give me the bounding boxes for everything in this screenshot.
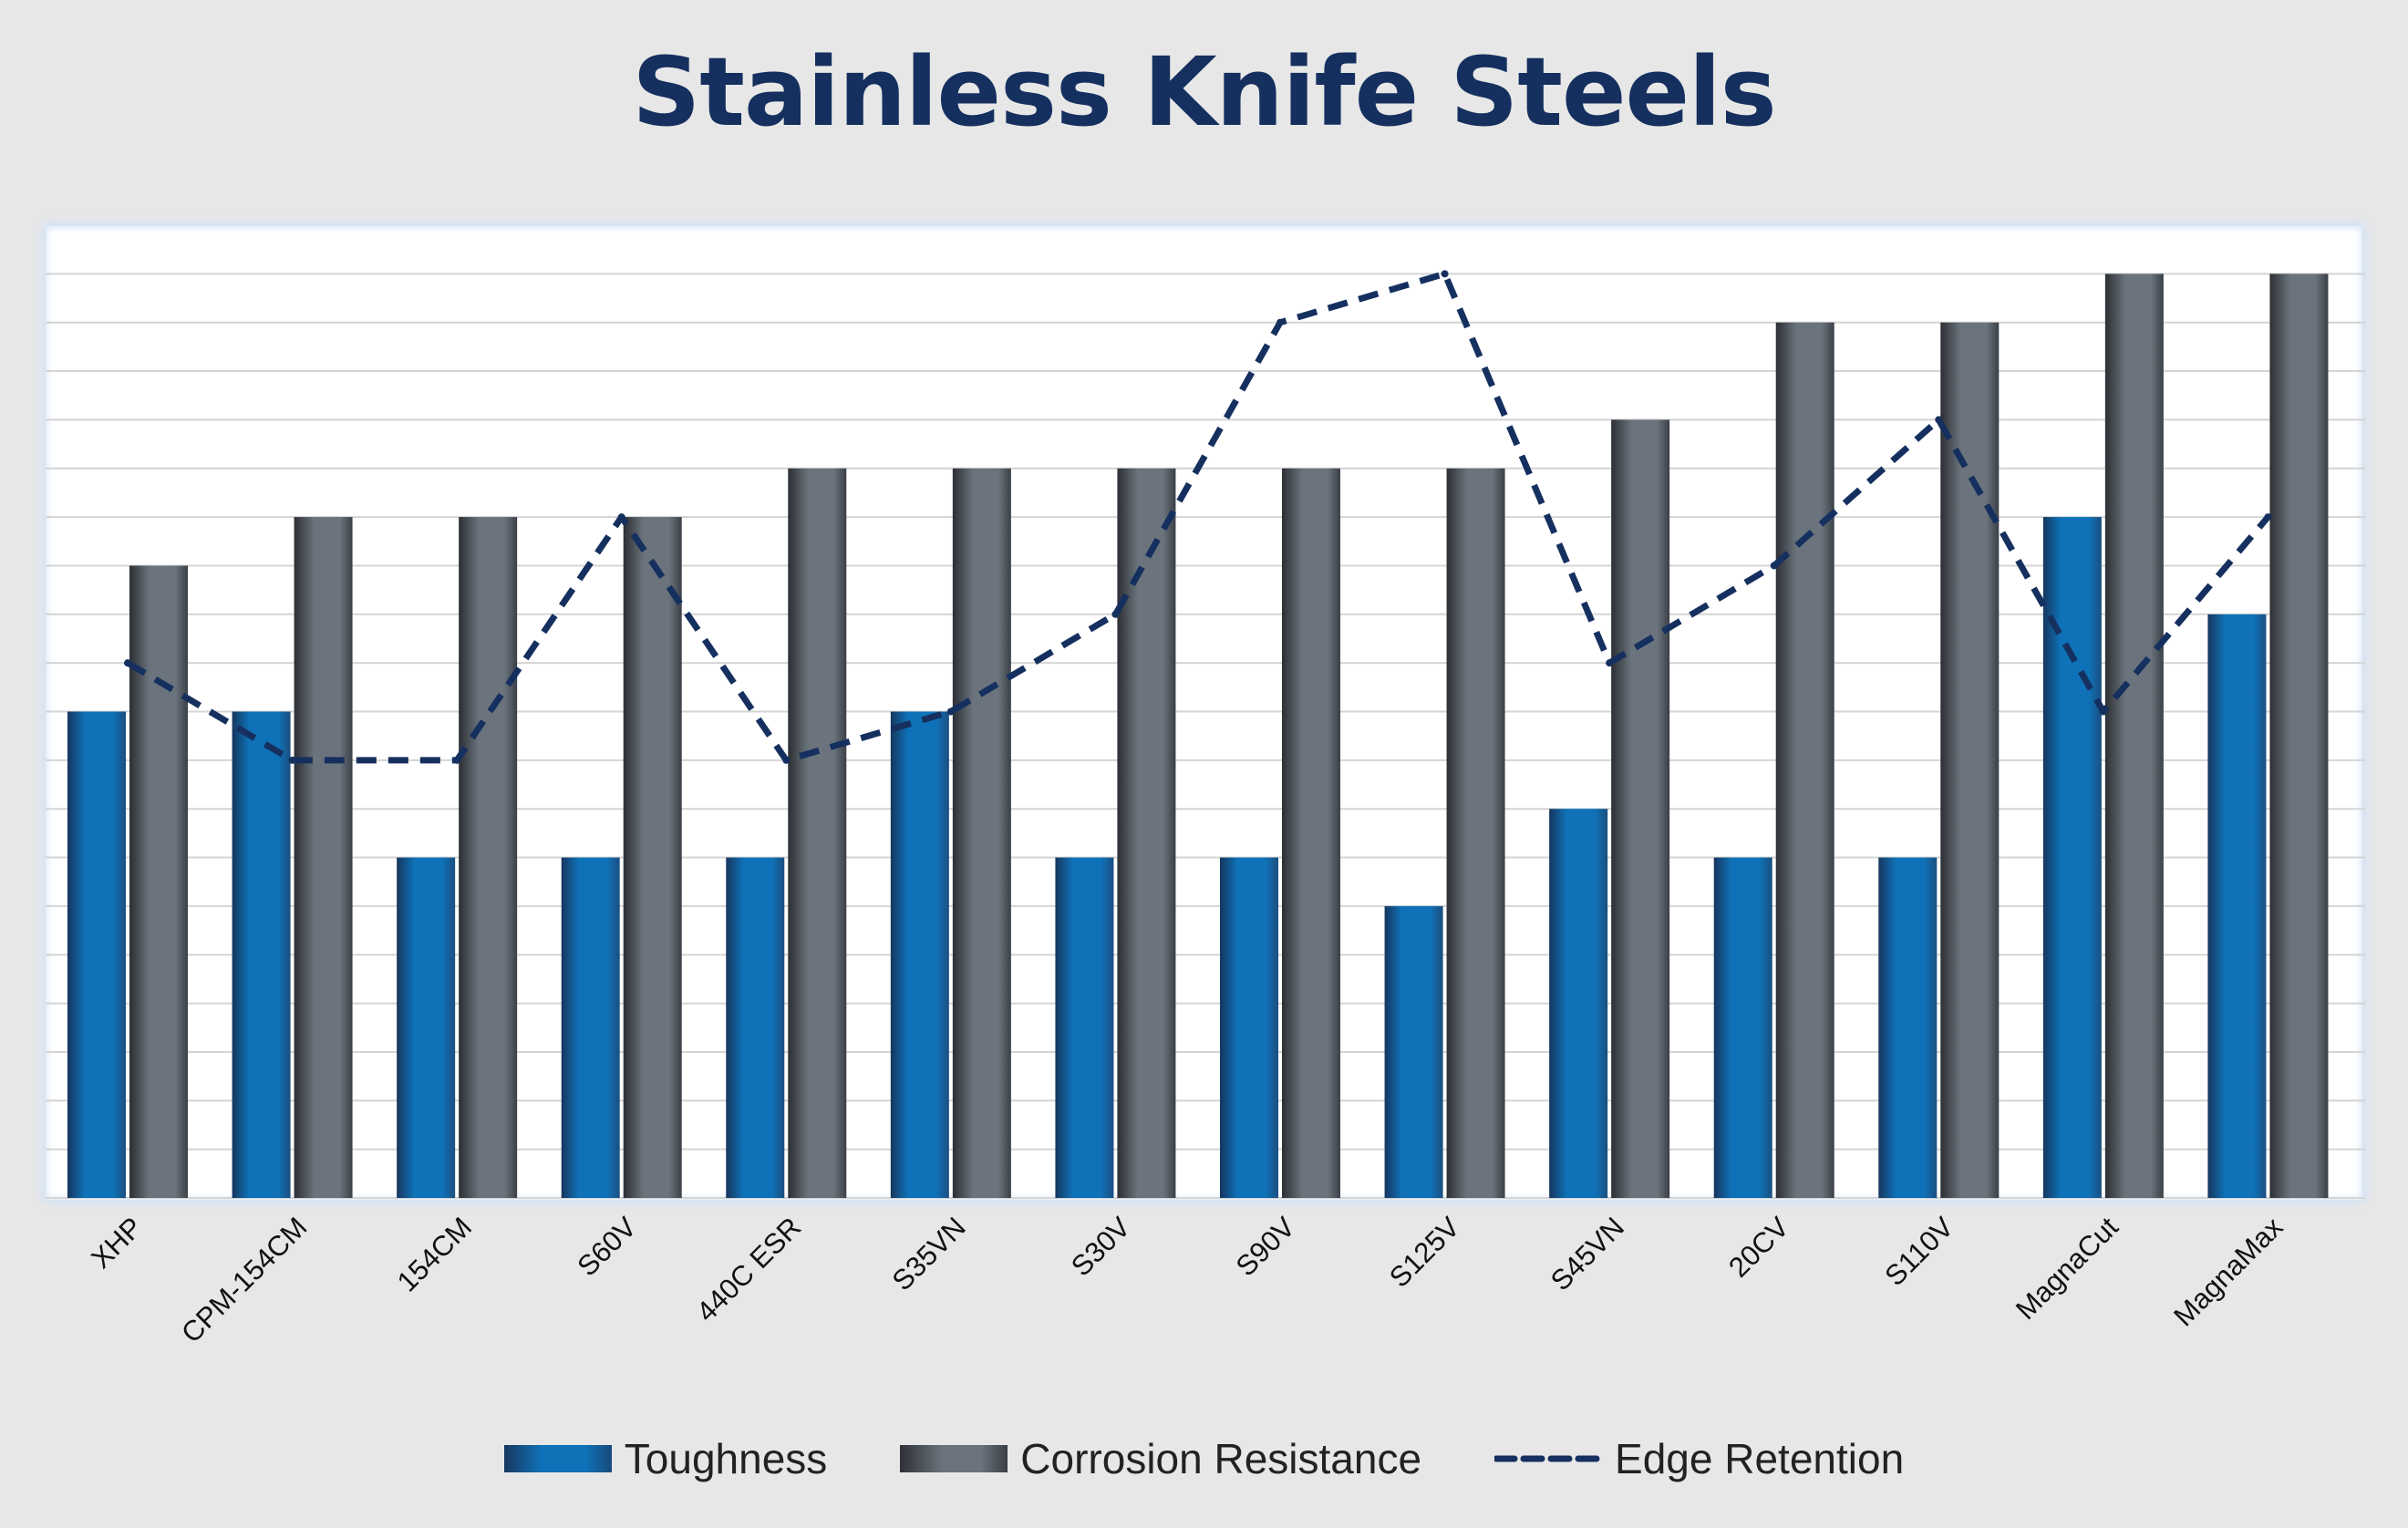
bar-corrosion[interactable] bbox=[952, 468, 1011, 1198]
x-tick-label: XHP bbox=[85, 1211, 149, 1275]
x-tick-label: MagnaMax bbox=[2167, 1211, 2289, 1333]
bar-toughness[interactable] bbox=[890, 711, 949, 1199]
x-tick-label: 440C ESR bbox=[690, 1211, 807, 1327]
point-edge-retention[interactable] bbox=[453, 756, 461, 764]
x-tick-label: S30V bbox=[1065, 1211, 1137, 1283]
bar-corrosion[interactable] bbox=[623, 517, 682, 1198]
point-edge-retention[interactable] bbox=[288, 756, 296, 764]
legend-label-toughness: Toughness bbox=[624, 1435, 828, 1482]
x-tick-label: S110V bbox=[1878, 1211, 1959, 1292]
bar-toughness[interactable] bbox=[1384, 905, 1443, 1198]
chart-title: Stainless Knife Steels bbox=[632, 36, 1776, 148]
legend-item-edge-retention[interactable]: Edge Retention bbox=[1494, 1434, 1904, 1483]
bar-toughness[interactable] bbox=[1220, 857, 1278, 1198]
legend-item-corrosion[interactable]: Corrosion Resistance bbox=[900, 1434, 1421, 1483]
bar-toughness[interactable] bbox=[1878, 857, 1938, 1198]
legend: Toughness Corrosion Resistance Edge Rete… bbox=[0, 1430, 2408, 1488]
bar-corrosion[interactable] bbox=[1940, 322, 2000, 1198]
x-tick-label: S60V bbox=[571, 1211, 643, 1283]
bar-corrosion[interactable] bbox=[2104, 274, 2164, 1199]
bar-toughness[interactable] bbox=[67, 711, 126, 1199]
x-tick-label: S45VN bbox=[1545, 1211, 1630, 1296]
bar-corrosion[interactable] bbox=[1282, 468, 1340, 1198]
point-edge-retention[interactable] bbox=[2264, 513, 2272, 521]
bar-toughness[interactable] bbox=[2042, 517, 2102, 1198]
point-edge-retention[interactable] bbox=[124, 659, 131, 667]
x-tick-label: S35VN bbox=[886, 1211, 972, 1296]
bar-corrosion[interactable] bbox=[1775, 322, 1834, 1198]
point-edge-retention[interactable] bbox=[2099, 707, 2107, 716]
bar-corrosion[interactable] bbox=[2269, 274, 2329, 1199]
point-edge-retention[interactable] bbox=[1276, 318, 1284, 326]
x-tick-label: S90V bbox=[1230, 1211, 1302, 1283]
bar-toughness[interactable] bbox=[1713, 857, 1772, 1198]
bar-toughness[interactable] bbox=[1055, 857, 1114, 1198]
point-edge-retention[interactable] bbox=[782, 756, 791, 764]
legend-label-edge-retention: Edge Retention bbox=[1615, 1435, 1905, 1482]
legend-swatch-corrosion bbox=[900, 1445, 1008, 1472]
point-edge-retention[interactable] bbox=[1935, 416, 1943, 424]
legend-label-corrosion: Corrosion Resistance bbox=[1020, 1435, 1422, 1482]
bar-corrosion[interactable] bbox=[1611, 419, 1670, 1198]
x-tick-label: 20CV bbox=[1722, 1211, 1795, 1284]
bar-toughness[interactable] bbox=[561, 857, 620, 1198]
bar-toughness[interactable] bbox=[726, 857, 785, 1198]
point-edge-retention[interactable] bbox=[617, 513, 625, 521]
legend-item-toughness[interactable]: Toughness bbox=[503, 1434, 828, 1483]
point-edge-retention[interactable] bbox=[1111, 610, 1120, 618]
legend-swatch-edge-retention bbox=[1494, 1455, 1603, 1462]
bar-corrosion[interactable] bbox=[294, 517, 353, 1198]
bar-corrosion[interactable] bbox=[459, 517, 518, 1198]
x-tick-label: S125V bbox=[1383, 1211, 1466, 1294]
bar-toughness[interactable] bbox=[1549, 809, 1608, 1198]
bar-corrosion[interactable] bbox=[1446, 468, 1505, 1198]
point-edge-retention[interactable] bbox=[1606, 659, 1614, 667]
bar-toughness[interactable] bbox=[397, 857, 456, 1198]
bar-toughness[interactable] bbox=[2207, 614, 2267, 1198]
x-tick-label: 154CM bbox=[391, 1211, 478, 1297]
line-edge-retention[interactable] bbox=[126, 270, 2271, 764]
point-edge-retention[interactable] bbox=[1441, 270, 1449, 278]
x-tick-label: CPM-154CM bbox=[175, 1211, 313, 1348]
legend-swatch-toughness bbox=[503, 1445, 612, 1472]
bar-corrosion[interactable] bbox=[129, 565, 188, 1198]
x-tick-label: MagnaCut bbox=[2010, 1211, 2124, 1326]
point-edge-retention[interactable] bbox=[1770, 562, 1778, 570]
bar-toughness[interactable] bbox=[232, 711, 291, 1199]
bar-corrosion[interactable] bbox=[788, 468, 847, 1198]
point-edge-retention[interactable] bbox=[946, 707, 955, 716]
bar-corrosion[interactable] bbox=[1117, 468, 1176, 1198]
